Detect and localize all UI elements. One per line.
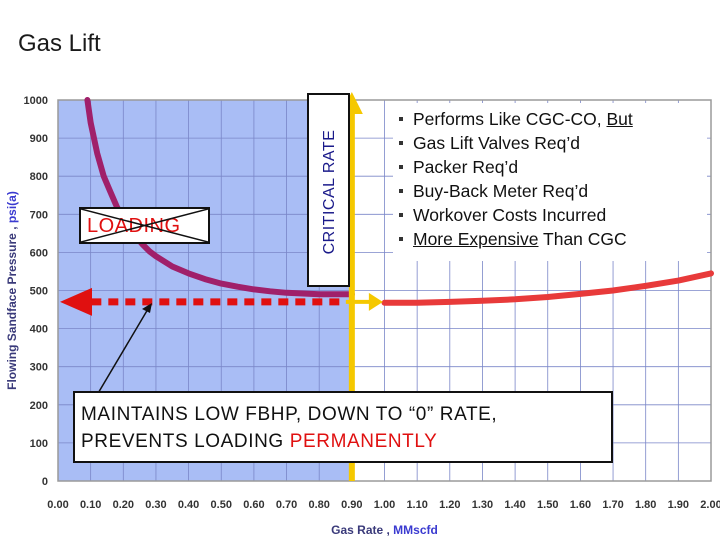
bullet-text: Gas Lift Valves Req’d xyxy=(413,133,580,153)
bullet-marker xyxy=(399,189,403,193)
x-tick-labels: 0.00 0.10 0.20 0.30 0.40 0.50 0.60 0.70 0.80 0.90… xyxy=(47,499,720,511)
critical-rate-label: CRITICAL RATE xyxy=(321,129,338,255)
y-tick-label: 0 xyxy=(42,476,48,488)
x-tick-label: 0.80 xyxy=(308,499,329,511)
y-tick-labels: 0 100 200 300 400 500 600 700 800 900 1000 xyxy=(24,95,48,488)
bullet-text: Workover Costs Incurred xyxy=(413,205,607,225)
y-axis-title-main: Flowing Sandface Pressure , xyxy=(5,223,19,390)
plot-border xyxy=(57,99,712,482)
bullet-text: Packer Req’d xyxy=(413,157,519,177)
dotted-pressure-arrowhead xyxy=(60,287,92,316)
critical-rate-box: CRITICAL RATE xyxy=(307,93,350,287)
critical-rate-arrowhead-right xyxy=(368,292,383,311)
x-tick-label: 2.00 xyxy=(700,499,720,511)
x-tick-label: 0.10 xyxy=(80,499,101,511)
callout-line-2: PREVENTS LOADING PERMANENTLY xyxy=(81,428,611,455)
y-tick-label: 800 xyxy=(30,171,48,183)
x-tick-label: 0.40 xyxy=(178,499,199,511)
x-tick-label: 0.90 xyxy=(341,499,362,511)
bullet-list: Performs Like CGC-CO, But Gas Lift Valves… xyxy=(399,107,707,251)
bullet-item: More Expensive Than CGC xyxy=(399,227,707,251)
y-tick-label: 700 xyxy=(30,209,48,221)
x-axis-title: Gas Rate , MMscfd xyxy=(331,523,438,537)
x-tick-label: 0.60 xyxy=(243,499,264,511)
x-tick-label: 0.50 xyxy=(211,499,232,511)
loading-label-box: LOADING xyxy=(79,207,210,244)
y-tick-label: 1000 xyxy=(24,95,48,107)
y-tick-label: 100 xyxy=(30,438,48,450)
y-axis-title: Flowing Sandface Pressure , psi(a) xyxy=(5,191,19,390)
x-tick-label: 1.40 xyxy=(504,499,525,511)
bullet-text: But xyxy=(606,109,633,129)
y-axis-title-unit: psi(a) xyxy=(5,191,19,223)
bullet-text: Performs Like CGC-CO, xyxy=(413,109,607,129)
y-tick-label: 600 xyxy=(30,247,48,259)
y-tick-label: 900 xyxy=(30,133,48,145)
x-tick-label: 0.70 xyxy=(276,499,297,511)
loading-curve-line xyxy=(84,97,355,298)
x-axis-title-unit: MMscfd xyxy=(393,523,438,537)
bullet-marker xyxy=(399,165,403,169)
bullet-item: Packer Req’d xyxy=(399,155,707,179)
bullet-marker xyxy=(399,237,403,241)
bullet-marker xyxy=(399,141,403,145)
y-tick-label: 200 xyxy=(30,400,48,412)
x-tick-label: 1.90 xyxy=(668,499,689,511)
x-tick-label: 1.20 xyxy=(439,499,460,511)
x-tick-label: 1.00 xyxy=(374,499,395,511)
x-tick-label: 0.30 xyxy=(145,499,166,511)
callout-line-1: MAINTAINS LOW FBHP, DOWN TO “0” RATE, xyxy=(81,404,498,425)
x-tick-label: 1.80 xyxy=(635,499,656,511)
x-tick-label: 0.00 xyxy=(47,499,68,511)
x-tick-label: 1.50 xyxy=(537,499,558,511)
bullet-item: Workover Costs Incurred xyxy=(399,203,707,227)
x-tick-label: 1.10 xyxy=(406,499,427,511)
loading-cross-mark xyxy=(81,209,208,242)
series-layer xyxy=(84,97,714,306)
callout-pointer-arrowhead xyxy=(142,303,152,313)
x-axis-title-main: Gas Rate , xyxy=(331,523,393,537)
x-tick-label: 0.20 xyxy=(113,499,134,511)
slide-title: Gas Lift xyxy=(18,30,101,57)
bullet-text: Than CGC xyxy=(538,229,627,249)
y-tick-label: 400 xyxy=(30,324,48,336)
bullet-marker xyxy=(399,117,403,121)
y-tick-label: 300 xyxy=(30,362,48,374)
x-tick-label: 1.60 xyxy=(570,499,591,511)
bullet-text: More Expensive xyxy=(413,229,539,249)
loading-label: LOADING xyxy=(87,215,181,237)
bullet-item: Gas Lift Valves Req’d xyxy=(399,131,707,155)
bullet-box: Performs Like CGC-CO, But Gas Lift Valves… xyxy=(393,103,707,261)
x-tick-label: 1.30 xyxy=(472,499,493,511)
callout-pointer-line xyxy=(96,308,149,396)
bullet-item: Buy-Back Meter Req’d xyxy=(399,179,707,203)
callout-emphasis: PERMANENTLY xyxy=(289,431,438,452)
callout-line-2-text: PREVENTS LOADING xyxy=(81,431,290,452)
bullet-marker xyxy=(399,213,403,217)
bullet-item: Performs Like CGC-CO, But xyxy=(399,107,707,131)
bullet-text: Buy-Back Meter Req’d xyxy=(413,181,589,201)
y-tick-label: 500 xyxy=(30,286,48,298)
gas-lift-curve-line xyxy=(381,270,714,306)
x-tick-label: 1.70 xyxy=(602,499,623,511)
callout-box: MAINTAINS LOW FBHP, DOWN TO “0” RATE, PR… xyxy=(73,391,613,463)
